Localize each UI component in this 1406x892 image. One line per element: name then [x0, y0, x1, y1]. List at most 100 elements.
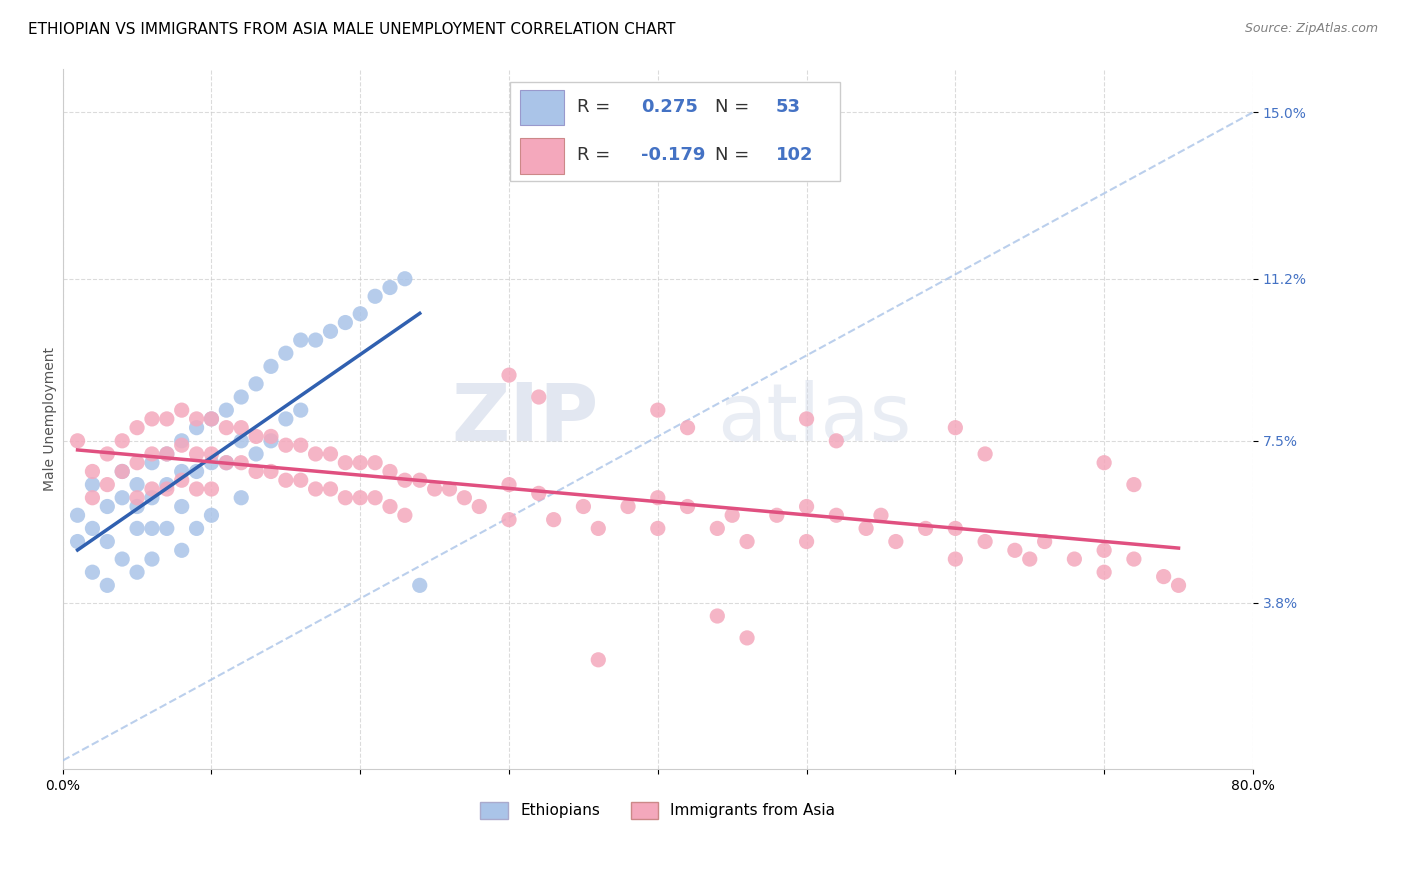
Point — [215, 420, 238, 434]
Text: atlas: atlas — [717, 380, 911, 458]
Point — [647, 491, 669, 505]
Point — [170, 543, 193, 558]
Point — [543, 513, 565, 527]
Point — [647, 403, 669, 417]
Point — [735, 534, 758, 549]
Point — [1018, 552, 1040, 566]
Point — [245, 376, 267, 391]
Point — [572, 500, 595, 514]
Point — [706, 609, 728, 624]
Point — [274, 473, 297, 487]
Point — [66, 534, 89, 549]
FancyBboxPatch shape — [520, 137, 564, 174]
Point — [439, 482, 461, 496]
Point — [231, 434, 253, 448]
Point — [721, 508, 744, 523]
Point — [200, 508, 222, 523]
Point — [290, 438, 312, 452]
Point — [186, 420, 208, 434]
Point — [974, 447, 997, 461]
Point — [676, 500, 699, 514]
Point — [170, 434, 193, 448]
Point — [1122, 477, 1144, 491]
Point — [409, 578, 432, 592]
Point — [186, 465, 208, 479]
Point — [231, 491, 253, 505]
Point — [170, 403, 193, 417]
Point — [335, 316, 357, 330]
Point — [364, 491, 387, 505]
Point — [319, 447, 342, 461]
Point — [156, 447, 179, 461]
Point — [66, 508, 89, 523]
Point — [231, 390, 253, 404]
Point — [378, 500, 401, 514]
Point — [304, 482, 326, 496]
Point — [706, 521, 728, 535]
Point — [66, 434, 89, 448]
Text: ETHIOPIAN VS IMMIGRANTS FROM ASIA MALE UNEMPLOYMENT CORRELATION CHART: ETHIOPIAN VS IMMIGRANTS FROM ASIA MALE U… — [28, 22, 676, 37]
Point — [111, 465, 134, 479]
Point — [453, 491, 475, 505]
Point — [274, 346, 297, 360]
Point — [82, 565, 104, 579]
Point — [96, 477, 118, 491]
Point — [231, 456, 253, 470]
Point — [170, 500, 193, 514]
Point — [200, 482, 222, 496]
Point — [200, 447, 222, 461]
Point — [409, 473, 432, 487]
Text: Source: ZipAtlas.com: Source: ZipAtlas.com — [1244, 22, 1378, 36]
Point — [527, 390, 550, 404]
Point — [141, 521, 163, 535]
Point — [111, 491, 134, 505]
Point — [498, 477, 520, 491]
Point — [156, 412, 179, 426]
Point — [825, 508, 848, 523]
Point — [468, 500, 491, 514]
Point — [394, 272, 416, 286]
Point — [914, 521, 936, 535]
Point — [111, 434, 134, 448]
Point — [364, 289, 387, 303]
Point — [304, 333, 326, 347]
Text: N =: N = — [716, 98, 755, 116]
Point — [349, 491, 371, 505]
FancyBboxPatch shape — [520, 89, 564, 126]
Point — [349, 456, 371, 470]
Point — [349, 307, 371, 321]
Point — [186, 412, 208, 426]
Point — [378, 280, 401, 294]
Point — [200, 456, 222, 470]
Point — [319, 482, 342, 496]
Point — [588, 653, 610, 667]
Point — [231, 420, 253, 434]
Point — [1004, 543, 1026, 558]
Point — [527, 486, 550, 500]
Point — [170, 473, 193, 487]
Point — [141, 412, 163, 426]
Text: ZIP: ZIP — [451, 380, 599, 458]
Point — [394, 473, 416, 487]
Point — [378, 465, 401, 479]
Point — [319, 324, 342, 338]
Point — [141, 456, 163, 470]
Point — [1092, 543, 1115, 558]
Point — [796, 500, 818, 514]
Point — [274, 412, 297, 426]
Point — [260, 429, 283, 443]
Point — [274, 438, 297, 452]
Text: R =: R = — [576, 146, 616, 164]
Point — [825, 434, 848, 448]
Point — [215, 403, 238, 417]
Point — [125, 477, 148, 491]
Point — [304, 447, 326, 461]
Point — [156, 521, 179, 535]
Point — [170, 438, 193, 452]
Point — [111, 552, 134, 566]
Text: -0.179: -0.179 — [641, 146, 706, 164]
Point — [943, 521, 966, 535]
Point — [1033, 534, 1056, 549]
Point — [215, 456, 238, 470]
Point — [125, 565, 148, 579]
